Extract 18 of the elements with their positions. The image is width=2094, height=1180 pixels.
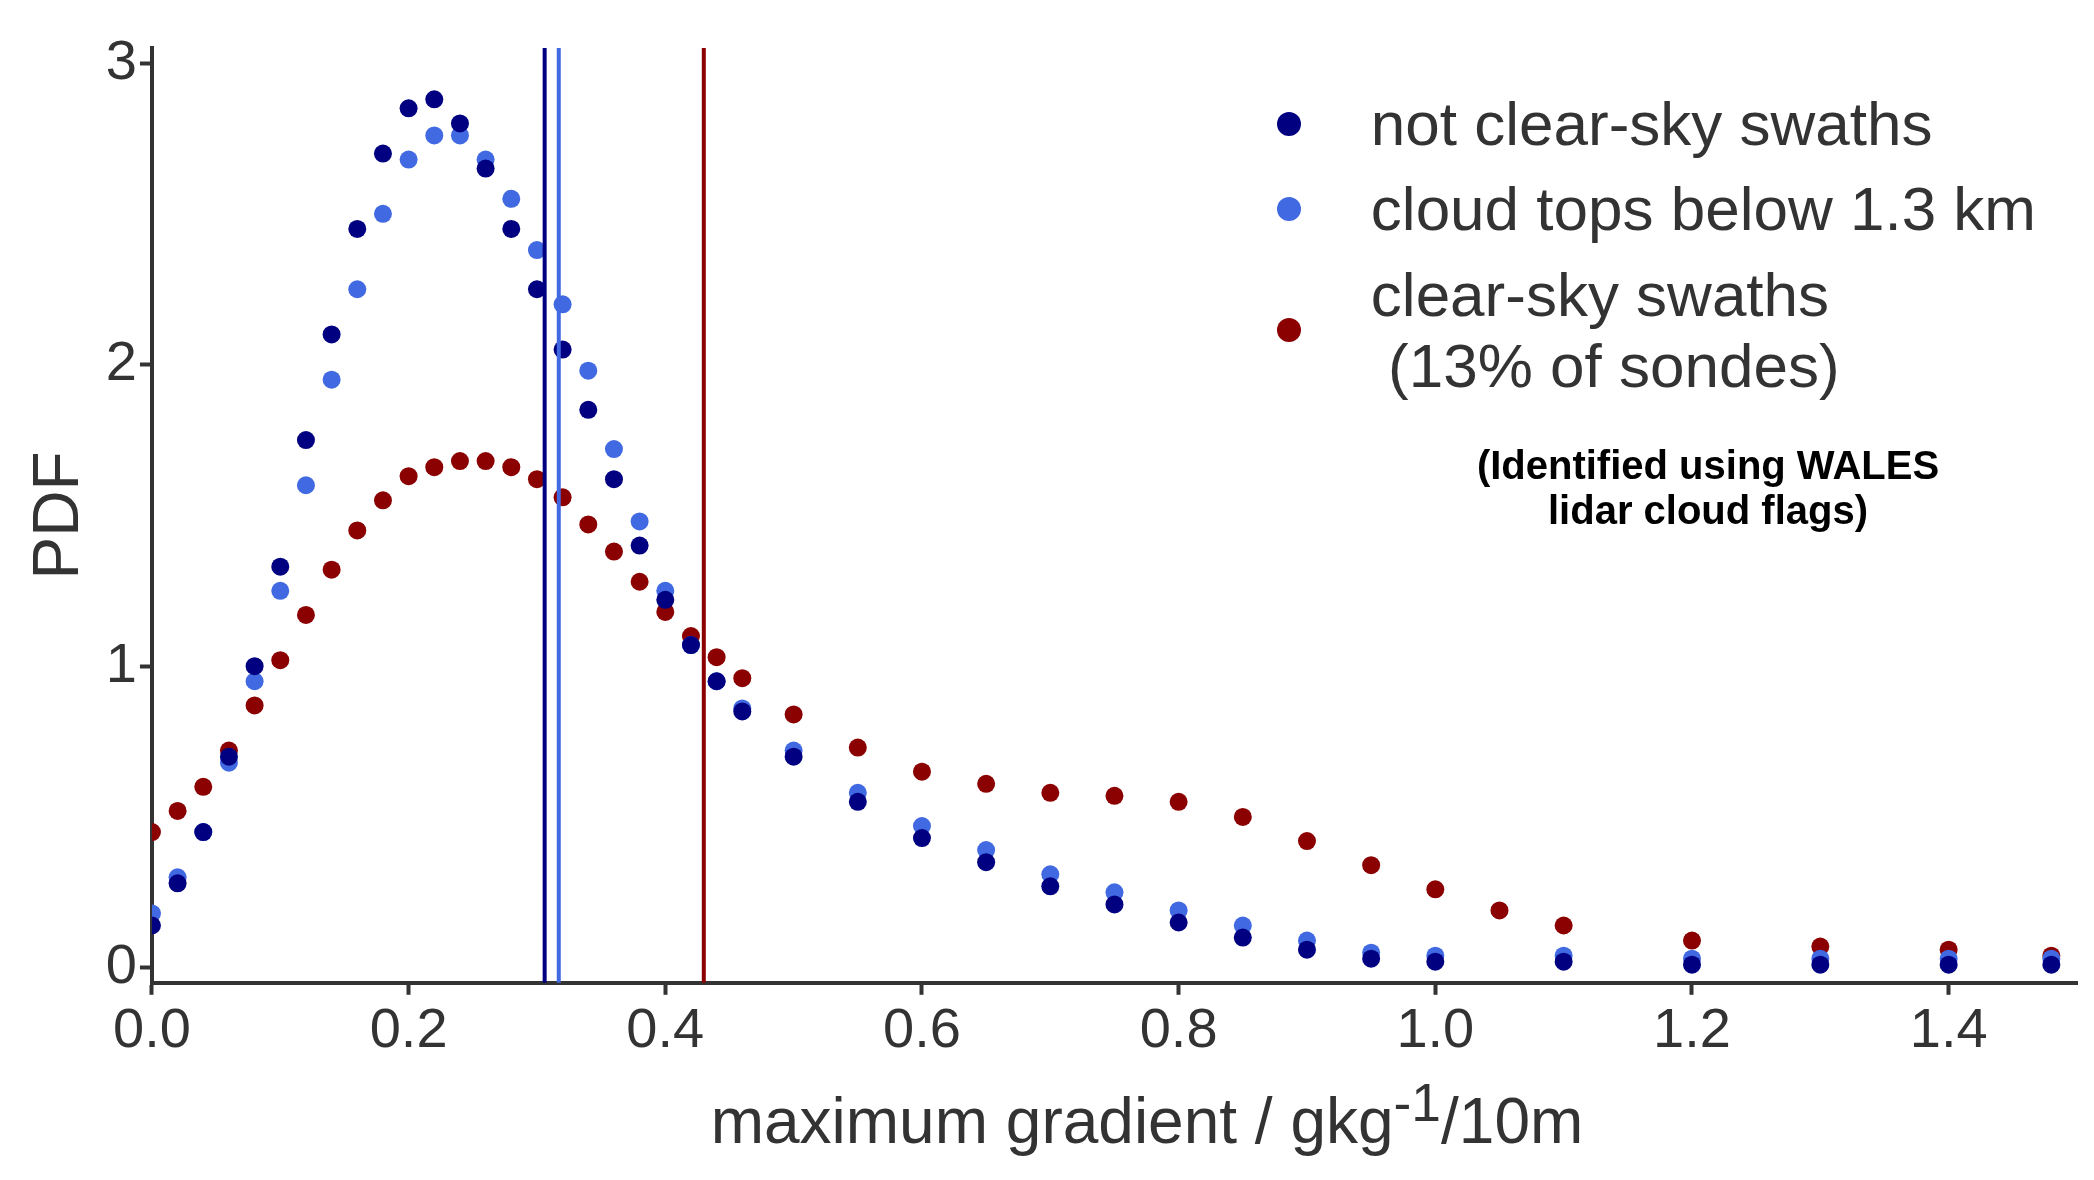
x-tick-label: 0.8 — [1139, 995, 1218, 1059]
x-tick-label: 0.6 — [883, 995, 961, 1059]
y-tick-label: 1 — [105, 630, 137, 694]
x-axis-title: maximum gradient / gkg$^{-1}$/10m — [709, 1072, 1585, 1159]
legend-label: not clear-sky swaths — [1370, 88, 1933, 160]
legend-label: cloud tops below 1.3 km — [1370, 173, 2036, 245]
y-tick-label: 2 — [105, 329, 137, 393]
legend-label: clear-sky swaths (13% of sondes) — [1370, 258, 1840, 402]
x-tick-label: 1.4 — [1909, 995, 1988, 1059]
x-tick-label: 0.2 — [369, 995, 448, 1059]
annotation: (Identified using WALES lidar cloud flags) — [1475, 443, 1941, 533]
x-tick-label: 1.0 — [1396, 995, 1475, 1059]
x-tick-label: 1.2 — [1653, 995, 1731, 1059]
x-tick-label: 0.0 — [113, 995, 191, 1059]
x-tick-label: 0.4 — [626, 995, 705, 1059]
y-axis-title: PDF — [20, 451, 93, 580]
y-tick-label: 3 — [105, 27, 137, 91]
y-tick-label: 0 — [105, 932, 137, 996]
